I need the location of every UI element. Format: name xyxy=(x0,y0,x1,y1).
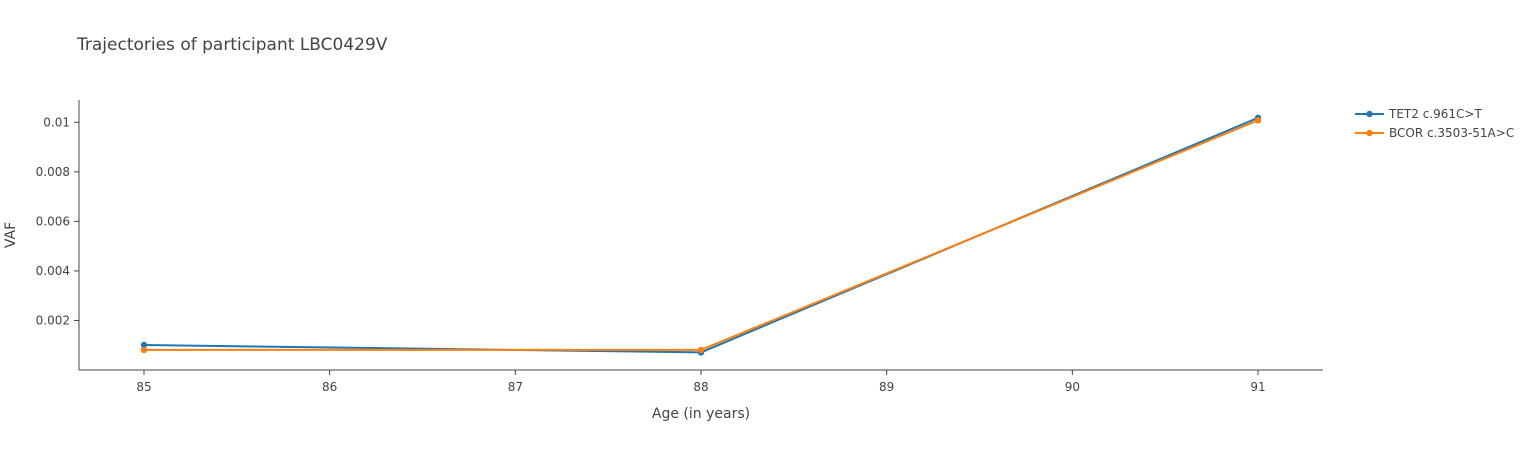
y-tick-label: 0.008 xyxy=(36,165,70,179)
legend-label: TET2 c.961C>T xyxy=(1388,107,1482,121)
x-axis-ticks: 85 86 87 88 89 90 91 xyxy=(136,370,1266,394)
chart-title: Trajectories of participant LBC0429V xyxy=(76,35,388,55)
x-tick-label: 88 xyxy=(693,380,708,394)
legend-item-1[interactable]: BCOR c.3503-51A>C xyxy=(1355,126,1514,140)
y-axis-ticks: 0.002 0.004 0.006 0.008 0.01 xyxy=(36,115,79,327)
y-tick-label: 0.01 xyxy=(43,115,70,129)
y-axis-title: VAF xyxy=(3,222,19,248)
x-tick-label: 86 xyxy=(322,380,337,394)
series-layer xyxy=(140,114,1262,356)
y-tick-label: 0.004 xyxy=(36,264,70,278)
legend-swatch-marker xyxy=(1366,110,1373,118)
legend-item-0[interactable]: TET2 c.961C>T xyxy=(1355,107,1482,121)
x-tick-label: 90 xyxy=(1065,380,1080,394)
data-point-1-2[interactable] xyxy=(1254,117,1262,124)
legend[interactable]: TET2 c.961C>T BCOR c.3503-51A>C xyxy=(1355,107,1514,140)
x-tick-label: 91 xyxy=(1250,380,1265,394)
data-point-1-0[interactable] xyxy=(140,346,148,354)
legend-label: BCOR c.3503-51A>C xyxy=(1389,126,1514,140)
x-tick-label: 89 xyxy=(879,380,894,394)
x-tick-label: 87 xyxy=(508,380,523,394)
data-point-1-1[interactable] xyxy=(697,346,705,354)
y-tick-label: 0.006 xyxy=(36,214,70,228)
series-line-1 xyxy=(143,119,1259,351)
y-tick-label: 0.002 xyxy=(36,313,70,327)
x-tick-label: 85 xyxy=(136,380,151,394)
x-axis-title: Age (in years) xyxy=(652,406,750,422)
data-point-0-0[interactable] xyxy=(140,341,148,349)
series-line-0 xyxy=(143,116,1259,354)
legend-swatch-marker xyxy=(1366,129,1373,137)
